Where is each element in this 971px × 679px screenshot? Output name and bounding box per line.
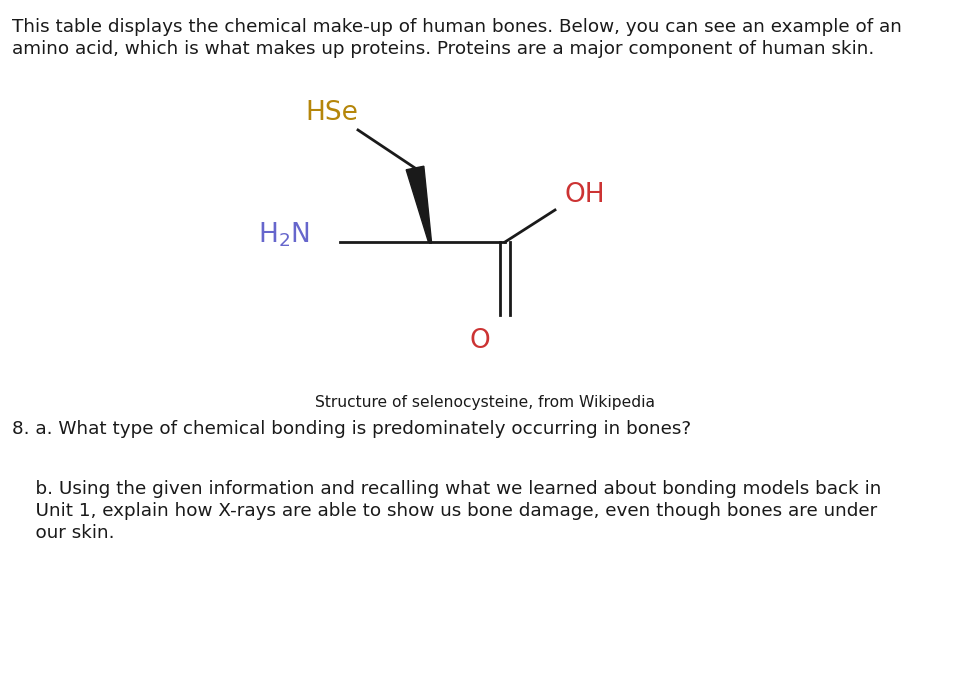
Text: This table displays the chemical make-up of human bones. Below, you can see an e: This table displays the chemical make-up… <box>12 18 902 36</box>
Text: b. Using the given information and recalling what we learned about bonding model: b. Using the given information and recal… <box>12 480 882 498</box>
Text: HSe: HSe <box>305 100 358 126</box>
Text: amino acid, which is what makes up proteins. Proteins are a major component of h: amino acid, which is what makes up prote… <box>12 40 874 58</box>
Text: OH: OH <box>565 182 606 208</box>
Text: H$_2$N: H$_2$N <box>258 221 310 249</box>
Text: 8. a. What type of chemical bonding is predominately occurring in bones?: 8. a. What type of chemical bonding is p… <box>12 420 691 438</box>
Polygon shape <box>406 166 431 242</box>
Text: Unit 1, explain how X-rays are able to show us bone damage, even though bones ar: Unit 1, explain how X-rays are able to s… <box>12 502 877 520</box>
Text: our skin.: our skin. <box>12 524 115 542</box>
Text: Structure of selenocysteine, from Wikipedia: Structure of selenocysteine, from Wikipe… <box>315 395 655 410</box>
Text: O: O <box>470 328 490 354</box>
